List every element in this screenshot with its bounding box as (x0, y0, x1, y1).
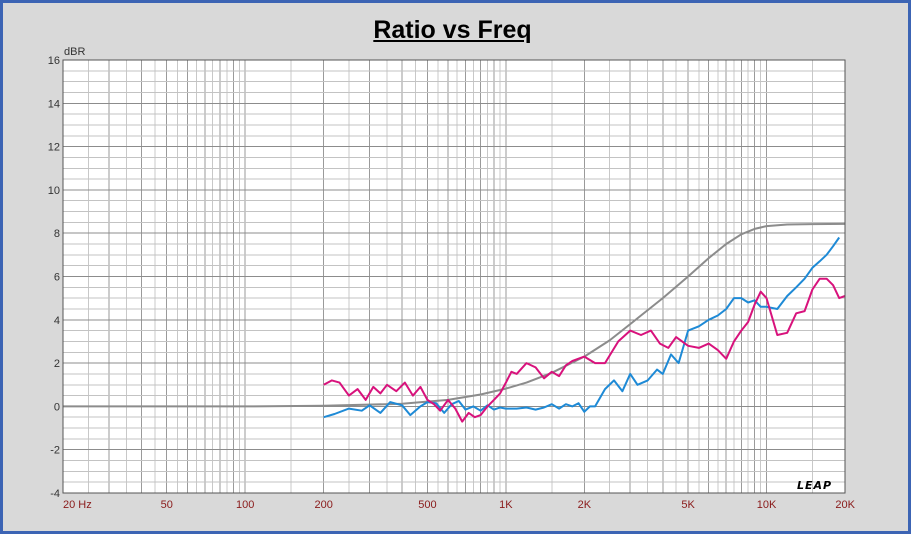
grid (63, 59, 845, 494)
y-tick-label: 0 (54, 401, 60, 413)
tick-labels: -4 -2 0 2 4 6 8 10 12 14 16 20 Hz 50 100 200 500 1K 2K 5K 1… (48, 55, 856, 511)
x-tick-label: 1K (499, 499, 513, 511)
x-tick-label: 20K (835, 499, 855, 511)
plot-border (62, 59, 846, 494)
leap-watermark: LEAP (797, 479, 832, 492)
series-lines (63, 222, 846, 423)
x-tick-label: 20 Hz (63, 499, 92, 511)
y-tick-label: 12 (48, 142, 60, 154)
y-tick-label: 2 (54, 358, 60, 370)
x-tick-label: 10K (757, 499, 777, 511)
series-line-3 (323, 277, 846, 423)
x-tick-label: 2K (578, 499, 592, 511)
y-tick-label: 8 (54, 228, 60, 240)
y-tick-label: 10 (48, 185, 60, 197)
x-tick-label: 50 (161, 499, 173, 511)
x-tick-label: 200 (314, 499, 332, 511)
chart-title: Ratio vs Freq (373, 16, 532, 44)
x-tick-label: 100 (236, 499, 254, 511)
y-tick-label: 16 (48, 55, 60, 67)
y-tick-label: 14 (48, 98, 60, 110)
y-tick-label: -2 (50, 445, 60, 457)
y-tick-label: 4 (54, 315, 60, 327)
y-tick-label: 6 (54, 272, 60, 284)
x-tick-label: 500 (418, 499, 436, 511)
y-axis-label: dBR (64, 46, 85, 58)
series-line-1 (63, 222, 846, 408)
x-tick-label: 5K (681, 499, 695, 511)
y-tick-label: -4 (50, 488, 60, 500)
